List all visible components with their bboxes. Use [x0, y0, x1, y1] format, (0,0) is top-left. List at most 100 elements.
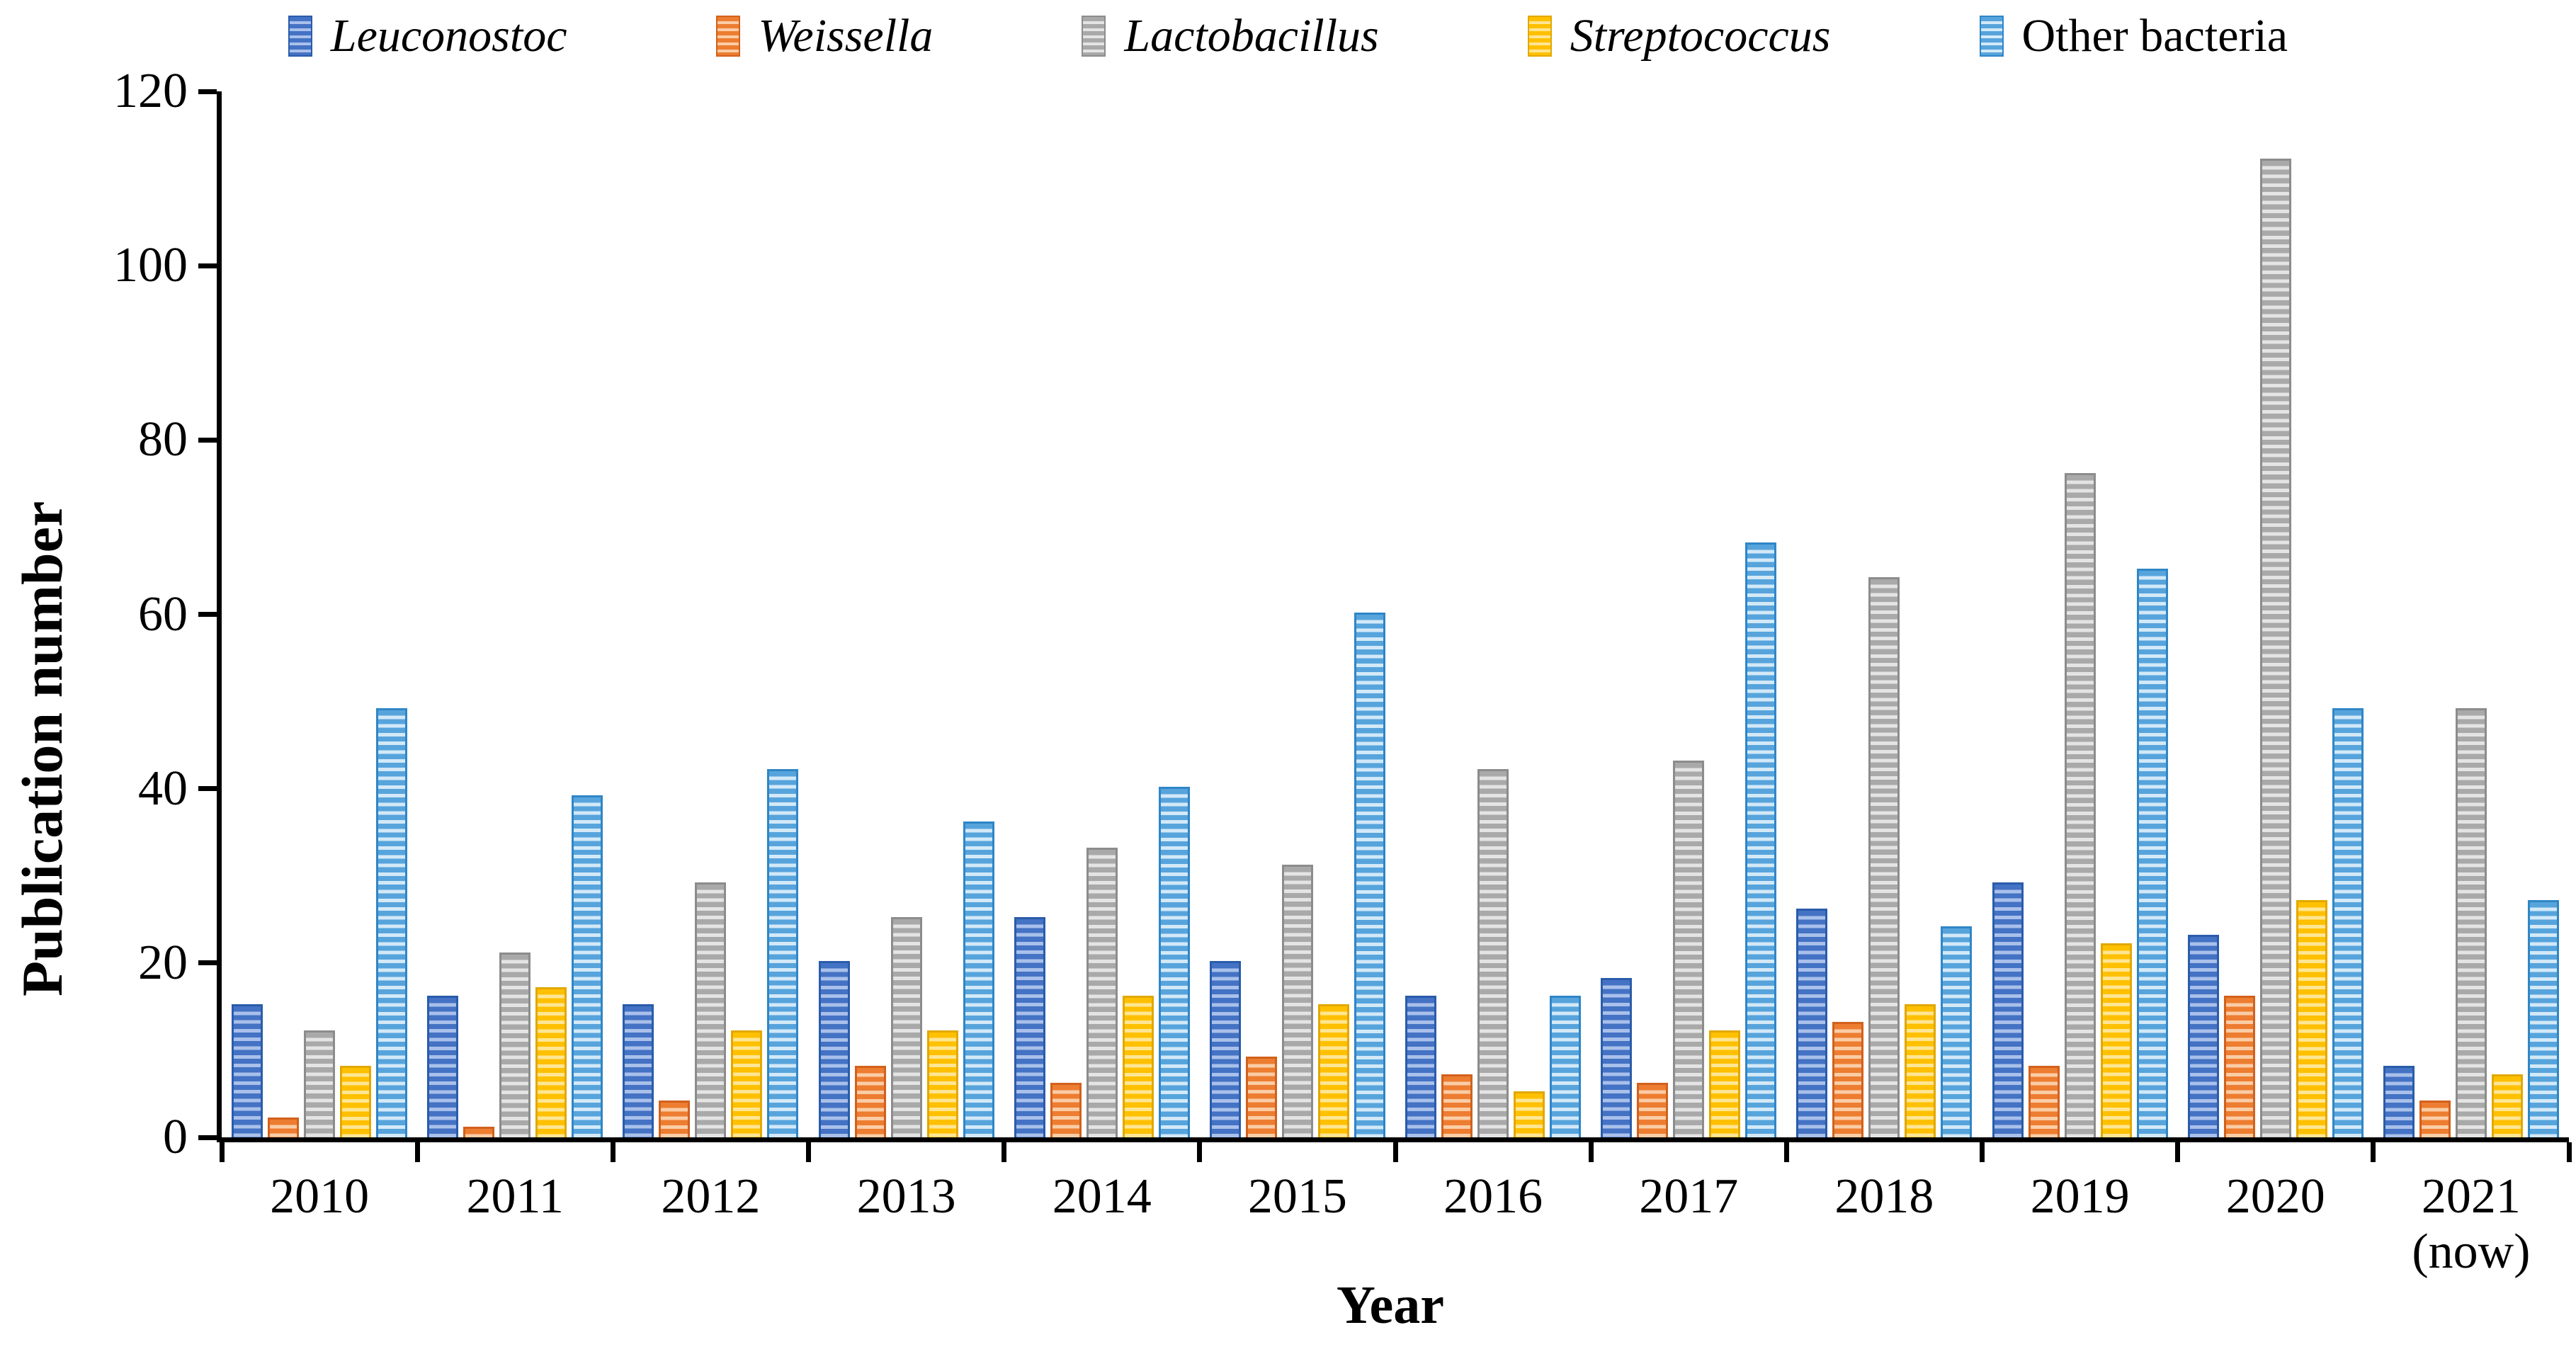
bar-group-2020 [2178, 91, 2373, 1137]
bar-lactobacillus-2019 [2064, 472, 2096, 1137]
legend-item: Leuconostoc [288, 13, 567, 59]
legend-item: Weissella [715, 10, 934, 62]
y-axis-tick-label: 100 [113, 238, 188, 293]
bar-leuconostoc-2020 [2187, 934, 2219, 1137]
bar-other-bacteria-2019 [2136, 568, 2168, 1137]
legend: Leuconostoc Weissella Lactobacillus Strepto… [0, 13, 2576, 59]
legend-label: Other bacteria [2021, 10, 2288, 62]
bar-leuconostoc-2015 [1209, 960, 1241, 1137]
bar-leuconostoc-2014 [1014, 917, 1045, 1137]
x-axis-tick [219, 1142, 225, 1162]
x-axis-tick [1197, 1142, 1203, 1162]
y-axis-tick-label: 60 [138, 586, 188, 642]
bar-leuconostoc-2012 [623, 1004, 654, 1137]
x-axis-tick [2371, 1142, 2376, 1162]
y-axis-tick [198, 612, 217, 617]
x-axis-tick [1783, 1142, 1789, 1162]
y-axis-tick [198, 960, 217, 966]
bar-streptococcus-2010 [340, 1065, 372, 1137]
x-axis-tick [1980, 1142, 1985, 1162]
bar-weissella-2016 [1441, 1074, 1473, 1137]
bar-group-2019 [1982, 91, 2178, 1137]
bar-leuconostoc-2019 [1992, 882, 2024, 1137]
x-axis-tick [610, 1142, 615, 1162]
bar-other-bacteria-2014 [1158, 786, 1190, 1137]
legend-swatch-icon [715, 16, 740, 57]
x-axis-label-2021: 2021 (now) [2412, 1169, 2531, 1279]
bar-streptococcus-2019 [2100, 943, 2132, 1137]
bar-leuconostoc-2021 [2383, 1065, 2415, 1137]
bar-weissella-2020 [2223, 996, 2255, 1137]
bar-leuconostoc-2018 [1796, 908, 1828, 1137]
bar-lactobacillus-2018 [1868, 577, 1900, 1137]
x-axis-tick [2175, 1142, 2181, 1162]
x-axis-label-2015: 2015 [1247, 1169, 1347, 1224]
x-axis-label-2019: 2019 [2030, 1169, 2130, 1224]
y-axis-tick-label: 80 [138, 412, 188, 467]
y-axis-tick [198, 89, 217, 94]
x-axis-label-2017: 2017 [1639, 1169, 1739, 1224]
bar-other-bacteria-2021 [2527, 899, 2559, 1137]
x-axis-tick [1392, 1142, 1398, 1162]
legend-swatch-icon [1979, 16, 2004, 57]
x-axis-label-2014: 2014 [1052, 1169, 1152, 1224]
bar-lactobacillus-2014 [1086, 847, 1118, 1137]
y-axis-tick-label: 120 [113, 64, 188, 118]
bar-leuconostoc-2013 [818, 960, 850, 1137]
bar-streptococcus-2017 [1709, 1030, 1741, 1137]
bar-streptococcus-2021 [2491, 1074, 2523, 1137]
bar-streptococcus-2016 [1514, 1091, 1545, 1137]
legend-swatch-icon [1527, 16, 1552, 57]
x-axis-label-2018: 2018 [1834, 1169, 1934, 1224]
bar-lactobacillus-2013 [890, 917, 922, 1137]
bar-lactobacillus-2012 [695, 882, 727, 1137]
bar-weissella-2011 [463, 1126, 495, 1137]
x-axis-tick [414, 1142, 420, 1162]
bar-leuconostoc-2011 [427, 996, 459, 1137]
bar-other-bacteria-2015 [1354, 612, 1385, 1137]
y-axis-tick [198, 786, 217, 792]
bar-group-2014 [1004, 91, 1200, 1137]
bar-lactobacillus-2010 [304, 1030, 336, 1137]
x-axis-label-2012: 2012 [661, 1169, 761, 1224]
legend-label: Weissella [758, 10, 934, 62]
bar-weissella-2010 [268, 1118, 300, 1137]
x-axis-tick [2566, 1142, 2572, 1162]
bar-group-2021 [2373, 91, 2569, 1137]
bar-leuconostoc-2017 [1601, 978, 1633, 1137]
legend-label: Leuconostoc [330, 10, 567, 62]
y-axis-tick [198, 437, 217, 443]
bar-other-bacteria-2011 [572, 795, 603, 1137]
legend-item: Streptococcus [1527, 13, 1831, 59]
x-axis-title: Year [1337, 1275, 1444, 1335]
bar-weissella-2021 [2419, 1100, 2451, 1137]
bar-weissella-2018 [1832, 1022, 1864, 1137]
bar-other-bacteria-2017 [1745, 542, 1777, 1137]
legend-item: Other bacteria [1979, 10, 2288, 62]
bar-weissella-2012 [659, 1100, 691, 1137]
bar-weissella-2015 [1245, 1057, 1277, 1137]
legend-swatch-icon [288, 16, 312, 57]
bar-group-2010 [222, 91, 417, 1137]
y-axis-tick-label: 0 [163, 1110, 188, 1164]
legend-label: Lactobacillus [1124, 10, 1379, 62]
bar-streptococcus-2014 [1122, 996, 1154, 1137]
x-axis-label-2013: 2013 [856, 1169, 956, 1224]
bar-other-bacteria-2016 [1550, 996, 1582, 1137]
bar-other-bacteria-2020 [2332, 707, 2364, 1137]
bar-group-2016 [1395, 91, 1591, 1137]
y-axis-tick [198, 1135, 217, 1140]
plot-area: 0 20 40 60 80 100 120 2010 2011 2012 2013 2014 2015 2… [113, 67, 2572, 1279]
x-axis-tick [1002, 1142, 1007, 1162]
bar-lactobacillus-2016 [1477, 769, 1509, 1137]
bar-group-2017 [1591, 91, 1786, 1137]
bar-weissella-2013 [854, 1065, 886, 1137]
bar-weissella-2017 [1637, 1083, 1669, 1137]
bar-group-2013 [809, 91, 1004, 1137]
x-axis-label-2010: 2010 [270, 1169, 370, 1224]
bar-streptococcus-2011 [535, 986, 567, 1137]
bar-group-2011 [417, 91, 613, 1137]
bar-other-bacteria-2010 [376, 707, 408, 1137]
bar-leuconostoc-2016 [1405, 996, 1437, 1137]
